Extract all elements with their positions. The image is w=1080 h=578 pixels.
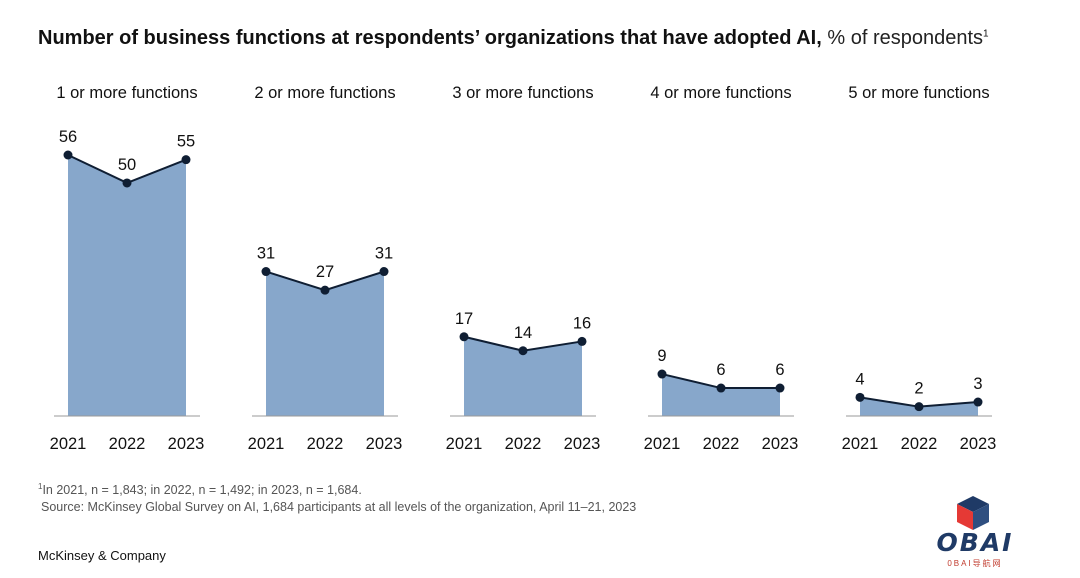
brand-name: McKinsey & Company [38,548,166,563]
point-4-2022 [716,383,726,393]
tick-label-5-2021: 2021 [842,435,879,453]
value-label-4-2021: 9 [657,347,666,365]
value-label-2-2021: 31 [257,245,275,263]
point-1-2023 [181,155,191,165]
point-2-2023 [379,267,389,277]
title-main: Number of business functions at responde… [38,27,822,49]
value-label-4-2023: 6 [775,361,784,379]
area-4 [662,374,780,416]
footnote-sample-sizes: In 2021, n = 1,843; in 2022, n = 1,492; … [42,483,362,497]
point-5-2021 [855,392,865,402]
value-label-5-2021: 4 [855,370,864,388]
tick-label-2-2021: 2021 [248,435,285,453]
value-label-5-2023: 3 [973,375,982,393]
value-label-5-2022: 2 [914,380,923,398]
value-label-3-2022: 14 [514,324,532,342]
footnote-source: Source: McKinsey Global Survey on AI, 1,… [41,500,637,514]
cube-icon [957,496,989,530]
tick-label-4-2021: 2021 [644,435,681,453]
watermark-logo: OBAI 0BAI导航网 [925,494,1025,570]
tick-label-3-2021: 2021 [446,435,483,453]
tick-label-4-2022: 2022 [703,435,740,453]
footnote-1: 1In 2021, n = 1,843; in 2022, n = 1,492;… [38,482,636,499]
watermark-subtext: 0BAI导航网 [947,559,1003,568]
value-label-2-2022: 27 [316,263,334,281]
point-1-2022 [122,178,132,188]
panel-title-2: 2 or more functions [254,84,395,102]
title-subtitle: % of respondents [827,27,984,49]
tick-label-3-2022: 2022 [505,435,542,453]
tick-label-5-2023: 2023 [960,435,997,453]
watermark-text: OBAI [936,528,1014,557]
tick-label-2-2022: 2022 [307,435,344,453]
footnotes: 1In 2021, n = 1,843; in 2022, n = 1,492;… [38,482,636,516]
tick-label-2-2023: 2023 [366,435,403,453]
panel-title-5: 5 or more functions [848,84,989,102]
tick-label-1-2023: 2023 [168,435,205,453]
title-footnote-marker: 1 [983,28,989,40]
tick-label-5-2022: 2022 [901,435,938,453]
chart-title: Number of business functions at responde… [38,26,989,50]
point-1-2021 [63,150,73,160]
footnote-marker: 1 [38,481,43,491]
panel-title-3: 3 or more functions [452,84,593,102]
panel-title-4: 4 or more functions [650,84,791,102]
point-2-2021 [261,267,271,277]
area-3 [464,336,582,416]
value-label-1-2022: 50 [118,156,136,174]
point-3-2023 [577,336,587,346]
tick-label-3-2023: 2023 [564,435,601,453]
value-label-2-2023: 31 [375,245,393,263]
point-3-2022 [518,346,528,356]
point-4-2023 [775,383,785,393]
panel-title-1: 1 or more functions [56,84,197,102]
area-1 [68,155,186,416]
point-4-2021 [657,369,667,379]
value-label-3-2021: 17 [455,310,473,328]
point-5-2023 [973,397,983,407]
tick-label-1-2022: 2022 [109,435,146,453]
adoption-charts: 1 or more functions 56 2021 50 2022 55 2023 2 o… [50,84,997,453]
point-3-2021 [459,332,469,342]
value-label-1-2021: 56 [59,128,77,146]
value-label-4-2022: 6 [716,361,725,379]
value-label-3-2023: 16 [573,314,591,332]
point-5-2022 [914,402,924,412]
value-label-1-2023: 55 [177,133,195,151]
tick-label-1-2021: 2021 [50,435,87,453]
point-2-2022 [320,285,330,295]
tick-label-4-2023: 2023 [762,435,799,453]
area-2 [266,271,384,416]
